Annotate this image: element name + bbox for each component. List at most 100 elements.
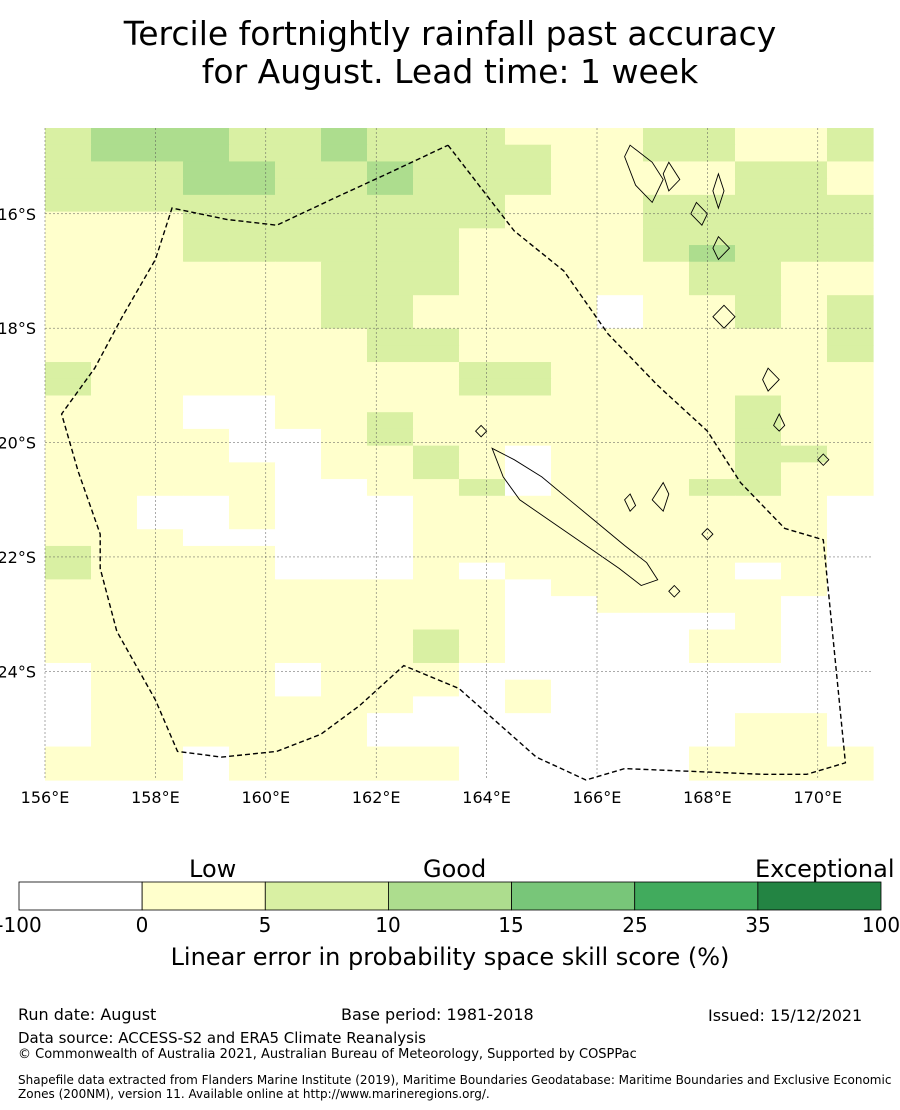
skill-cell bbox=[137, 261, 184, 280]
skill-cell bbox=[459, 729, 506, 748]
skill-cell bbox=[781, 612, 828, 631]
latitude-label: 22°S bbox=[0, 548, 36, 567]
skill-cell bbox=[827, 428, 874, 447]
skill-cell bbox=[505, 311, 552, 330]
latitude-label: 18°S bbox=[0, 319, 36, 338]
skill-cell bbox=[137, 579, 184, 597]
skill-cell bbox=[137, 713, 184, 731]
skill-cell bbox=[413, 328, 460, 346]
skill-cell bbox=[827, 662, 874, 681]
skill-cell bbox=[827, 261, 874, 280]
skill-cell bbox=[597, 194, 644, 213]
skill-cell bbox=[367, 479, 414, 497]
skill-cell bbox=[643, 345, 690, 363]
skill-cell bbox=[183, 228, 230, 246]
skill-cell bbox=[643, 646, 690, 664]
skill-cell bbox=[735, 612, 782, 631]
island-coastline bbox=[701, 527, 714, 541]
skill-cell bbox=[183, 445, 230, 463]
skill-cell bbox=[597, 462, 644, 480]
skill-cell bbox=[551, 128, 598, 146]
skill-cell bbox=[91, 345, 138, 363]
skill-cell bbox=[367, 445, 414, 463]
skill-cell bbox=[459, 295, 506, 313]
chart-title-line1: Tercile fortnightly rainfall past accura… bbox=[123, 14, 777, 53]
skill-cell bbox=[229, 545, 276, 564]
skill-cell bbox=[91, 295, 138, 313]
skill-cell bbox=[275, 746, 322, 764]
island-coastline bbox=[474, 424, 488, 438]
skill-cell bbox=[367, 245, 414, 263]
skill-cell bbox=[643, 445, 690, 463]
skill-cell bbox=[459, 328, 506, 346]
skill-cell bbox=[781, 261, 828, 280]
skill-cell bbox=[735, 763, 782, 781]
skill-cell bbox=[367, 696, 414, 714]
skill-cell bbox=[781, 562, 828, 580]
skill-cell bbox=[413, 245, 460, 263]
skill-cell bbox=[183, 646, 230, 664]
skill-cell bbox=[229, 144, 276, 163]
skill-cell bbox=[45, 746, 92, 764]
skill-cell bbox=[91, 529, 138, 547]
skill-cell bbox=[597, 495, 644, 514]
skill-cell bbox=[413, 445, 460, 463]
skill-cell bbox=[367, 713, 414, 731]
skill-cell bbox=[505, 746, 552, 764]
skill-cell bbox=[229, 395, 276, 413]
skill-cell bbox=[137, 228, 184, 246]
skill-cell bbox=[459, 596, 506, 614]
skill-cell bbox=[45, 696, 92, 714]
skill-cell bbox=[45, 579, 92, 597]
skill-cell bbox=[597, 763, 644, 781]
skill-cell bbox=[413, 261, 460, 280]
skill-cell bbox=[45, 729, 92, 748]
skill-cell bbox=[643, 228, 690, 246]
skill-cell bbox=[459, 211, 506, 229]
skill-cell bbox=[505, 412, 552, 430]
skill-cell bbox=[91, 445, 138, 463]
island-coastline bbox=[662, 161, 681, 192]
skill-cell bbox=[459, 763, 506, 781]
skill-cell bbox=[321, 161, 368, 179]
skill-cell bbox=[781, 495, 828, 514]
skill-cell bbox=[505, 713, 552, 731]
island-coastline bbox=[762, 367, 780, 392]
skill-cell bbox=[229, 328, 276, 346]
skill-cell bbox=[137, 679, 184, 698]
skill-cell bbox=[45, 679, 92, 698]
skill-cell bbox=[551, 646, 598, 664]
skill-cell bbox=[183, 311, 230, 330]
skill-cell bbox=[275, 161, 322, 179]
skill-cell bbox=[183, 596, 230, 614]
skill-cell bbox=[367, 562, 414, 580]
skill-cell bbox=[413, 395, 460, 413]
skill-cell bbox=[459, 311, 506, 330]
skill-cell bbox=[275, 596, 322, 614]
skill-cell bbox=[597, 395, 644, 413]
skill-cell bbox=[505, 646, 552, 664]
skill-cell bbox=[367, 428, 414, 447]
skill-cell bbox=[45, 479, 92, 497]
colorbar-tick: 35 bbox=[745, 913, 771, 937]
skill-cell bbox=[45, 495, 92, 514]
skill-cell bbox=[505, 479, 552, 497]
skill-cell bbox=[827, 545, 874, 564]
skill-cell bbox=[91, 395, 138, 413]
skill-cell bbox=[321, 495, 368, 514]
latitude-label: 24°S bbox=[0, 662, 36, 681]
island-coastline bbox=[491, 447, 659, 587]
skill-cell bbox=[781, 194, 828, 213]
skill-cell bbox=[827, 562, 874, 580]
skill-cell bbox=[275, 228, 322, 246]
skill-cell bbox=[643, 395, 690, 413]
skill-cell bbox=[137, 178, 184, 196]
longitude-label: 158°E bbox=[131, 788, 180, 807]
skill-cell bbox=[321, 228, 368, 246]
skill-cell bbox=[551, 445, 598, 463]
skill-cell bbox=[597, 245, 644, 263]
skill-cell bbox=[505, 596, 552, 614]
skill-cell bbox=[45, 512, 92, 530]
skill-cell bbox=[321, 629, 368, 647]
skill-cell bbox=[735, 646, 782, 664]
